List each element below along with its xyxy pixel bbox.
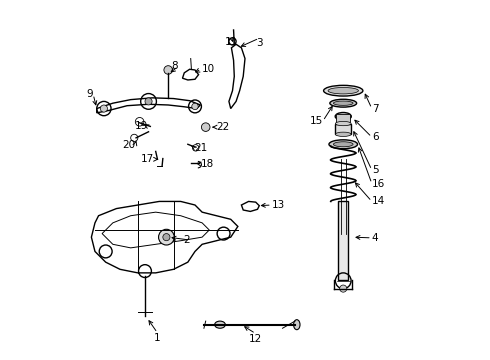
Circle shape: [145, 98, 152, 105]
Text: 13: 13: [272, 200, 285, 210]
Circle shape: [164, 66, 172, 74]
Ellipse shape: [294, 320, 300, 330]
Circle shape: [340, 285, 347, 292]
Text: 15: 15: [310, 116, 323, 126]
Ellipse shape: [333, 101, 353, 105]
Ellipse shape: [323, 85, 363, 96]
Text: 2: 2: [183, 235, 190, 245]
Circle shape: [163, 234, 170, 241]
Ellipse shape: [335, 132, 351, 136]
Circle shape: [192, 103, 198, 110]
Text: 20: 20: [122, 140, 135, 150]
Text: 17: 17: [141, 154, 154, 164]
Ellipse shape: [328, 87, 358, 94]
Text: 7: 7: [372, 104, 378, 113]
Text: 9: 9: [87, 89, 93, 99]
Text: 1: 1: [154, 333, 161, 343]
Text: 4: 4: [372, 233, 378, 243]
Text: 14: 14: [372, 197, 385, 206]
Circle shape: [201, 123, 210, 131]
Ellipse shape: [329, 140, 358, 149]
Bar: [338, 202, 348, 280]
Text: 22: 22: [217, 122, 230, 132]
Text: 3: 3: [256, 38, 263, 48]
Text: 19: 19: [135, 121, 148, 131]
Text: 6: 6: [372, 132, 378, 142]
Bar: [336, 114, 350, 122]
Text: 18: 18: [200, 159, 214, 169]
Text: 16: 16: [372, 179, 385, 189]
Ellipse shape: [333, 142, 353, 147]
Ellipse shape: [215, 321, 225, 328]
Bar: [335, 123, 351, 134]
Text: 10: 10: [201, 64, 215, 74]
Text: 12: 12: [249, 334, 262, 343]
Ellipse shape: [330, 99, 357, 107]
Text: 8: 8: [172, 62, 178, 71]
Ellipse shape: [335, 121, 351, 126]
Circle shape: [100, 105, 107, 112]
Text: 11: 11: [225, 37, 238, 47]
Text: 5: 5: [372, 165, 378, 175]
Ellipse shape: [335, 112, 351, 120]
Circle shape: [159, 229, 174, 245]
Text: 21: 21: [194, 143, 208, 153]
